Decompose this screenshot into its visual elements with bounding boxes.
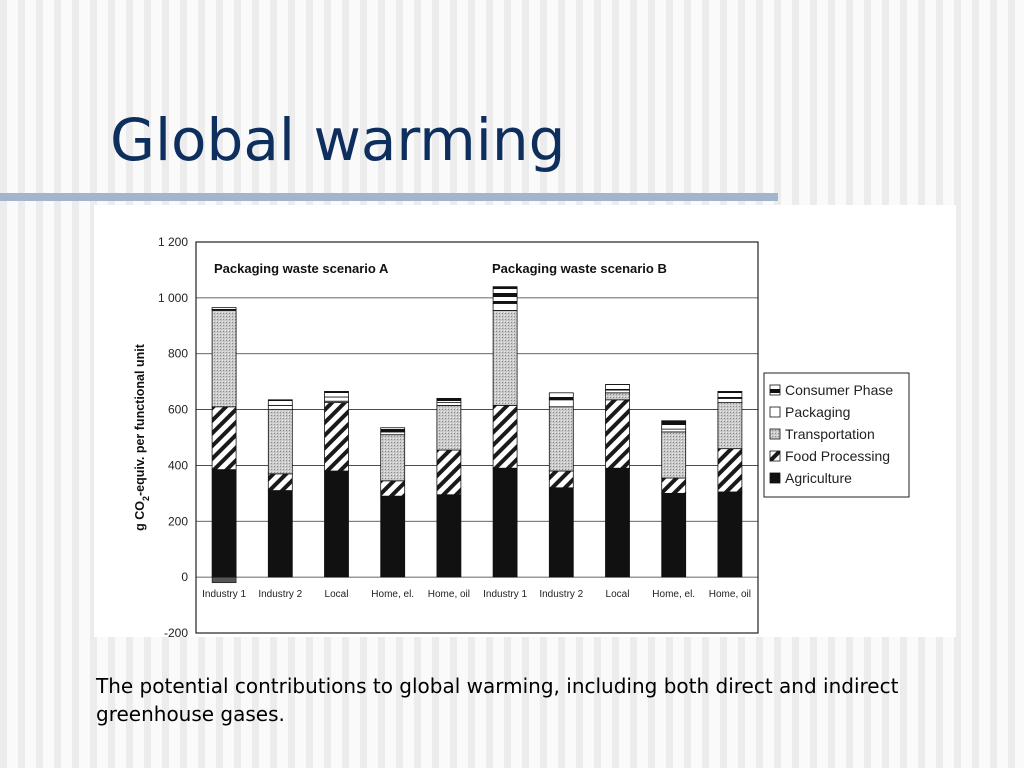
- bar-segment-consumer-phase: [661, 420, 687, 430]
- y-axis-label: g CO2-equiv. per functional unit: [133, 343, 151, 531]
- bar-segment-packaging: [717, 397, 743, 403]
- bar-segment-food-processing: [717, 448, 743, 493]
- scenario-title: Packaging waste scenario A: [214, 261, 389, 276]
- bar-segment-consumer-phase: [492, 286, 518, 304]
- bar-segment-food-processing: [661, 477, 687, 494]
- bar-segment-transportation: [436, 404, 462, 451]
- bar-segment-transportation: [267, 409, 293, 475]
- chart-panel: -200 0 200 400 600 800 1 000 1 200 g CO2-equiv. …: [94, 205, 956, 637]
- scenario-title: Packaging waste scenario B: [492, 261, 667, 276]
- y-tick-label: 0: [181, 570, 188, 584]
- bar-segment-consumer-phase: [548, 392, 574, 401]
- y-tick-label: 1 200: [158, 235, 188, 249]
- bar-segment-consumer-phase: [717, 391, 743, 399]
- bar-segment-transportation: [661, 431, 687, 479]
- x-tick-label: Local: [325, 589, 349, 600]
- bar-segment-packaging: [661, 428, 687, 433]
- bar-segment-agriculture: [605, 467, 630, 578]
- bar-segment-food-processing: [380, 480, 406, 497]
- bar-segment-packaging: [436, 402, 462, 406]
- x-tick-label: Local: [606, 589, 630, 600]
- bar-segment-agriculture: [380, 495, 406, 578]
- bar-segment-agriculture: [324, 470, 349, 578]
- bar-segment-food-processing: [267, 473, 293, 491]
- y-tick-label: 200: [168, 514, 188, 528]
- bar-segment-packaging: [380, 431, 406, 436]
- bar-segment-consumer-phase: [211, 307, 237, 310]
- legend-box: [763, 372, 910, 498]
- bar-segment-agriculture: [661, 492, 687, 578]
- slide-caption: The potential contributions to global wa…: [96, 674, 899, 726]
- bar-segment-agriculture: [492, 467, 518, 578]
- bar-segment-negative: [211, 576, 237, 584]
- bar-segment-transportation: [492, 310, 518, 406]
- bar-segment-consumer-phase: [267, 399, 293, 406]
- legend-label: Consumer Phase: [785, 382, 893, 398]
- bar-segment-food-processing: [605, 399, 630, 469]
- bar-segment-packaging: [267, 404, 293, 410]
- x-tick-label: Industry 1: [483, 589, 527, 600]
- y-tick-label: 600: [168, 403, 188, 417]
- title-underline: [0, 193, 778, 201]
- bar-segment-packaging: [605, 389, 630, 394]
- x-tick-label: Industry 1: [202, 589, 246, 600]
- x-tick-label: Home, oil: [709, 589, 751, 600]
- bar-segment-transportation: [380, 434, 406, 482]
- y-tick-label: -200: [164, 626, 188, 637]
- legend-swatch: [769, 450, 781, 462]
- slide-title: Global warming: [110, 106, 566, 174]
- bar-segment-transportation: [717, 402, 743, 450]
- y-tick-label: 1 000: [158, 291, 188, 305]
- legend-swatch: [769, 406, 781, 418]
- x-tick-label: Industry 2: [539, 589, 583, 600]
- bar-segment-food-processing: [211, 406, 237, 471]
- legend-swatch: [769, 384, 781, 396]
- legend-label: Food Processing: [785, 448, 890, 464]
- bar-segment-transportation: [605, 392, 630, 401]
- x-tick-label: Home, el.: [652, 589, 695, 600]
- bar-segment-transportation: [548, 406, 574, 472]
- legend-swatch: [769, 472, 781, 484]
- y-tick-label: 400: [168, 458, 188, 472]
- stacked-bar-chart: -200 0 200 400 600 800 1 000 1 200 g CO2-equiv. …: [133, 235, 910, 637]
- bar-segment-consumer-phase: [436, 397, 462, 403]
- bar-segment-packaging: [492, 303, 518, 311]
- bar-segment-consumer-phase: [324, 391, 349, 398]
- legend-swatch: [769, 428, 781, 440]
- legend-label: Packaging: [785, 404, 850, 420]
- bar-segment-packaging: [548, 399, 574, 408]
- bar-segment-agriculture: [548, 487, 574, 578]
- x-tick-label: Home, oil: [428, 589, 470, 600]
- bar-segment-packaging: [324, 396, 349, 402]
- x-tick-label: Home, el.: [371, 589, 414, 600]
- bar-segment-agriculture: [211, 469, 237, 578]
- y-tick-label: 800: [168, 347, 188, 361]
- bar-segment-agriculture: [267, 490, 293, 578]
- legend-label: Agriculture: [785, 470, 852, 486]
- bar-segment-food-processing: [436, 449, 462, 496]
- x-tick-label: Industry 2: [258, 589, 302, 600]
- plot-frame: [195, 241, 759, 634]
- bar-segment-agriculture: [436, 494, 462, 578]
- legend-label: Transportation: [785, 426, 875, 442]
- bar-segment-food-processing: [548, 470, 574, 489]
- bar-segment-food-processing: [492, 404, 518, 469]
- bar-segment-consumer-phase: [380, 427, 406, 433]
- bar-segment-food-processing: [324, 402, 349, 472]
- bar-segment-consumer-phase: [605, 384, 630, 391]
- bar-segment-agriculture: [717, 491, 743, 578]
- bar-segment-transportation: [211, 310, 237, 408]
